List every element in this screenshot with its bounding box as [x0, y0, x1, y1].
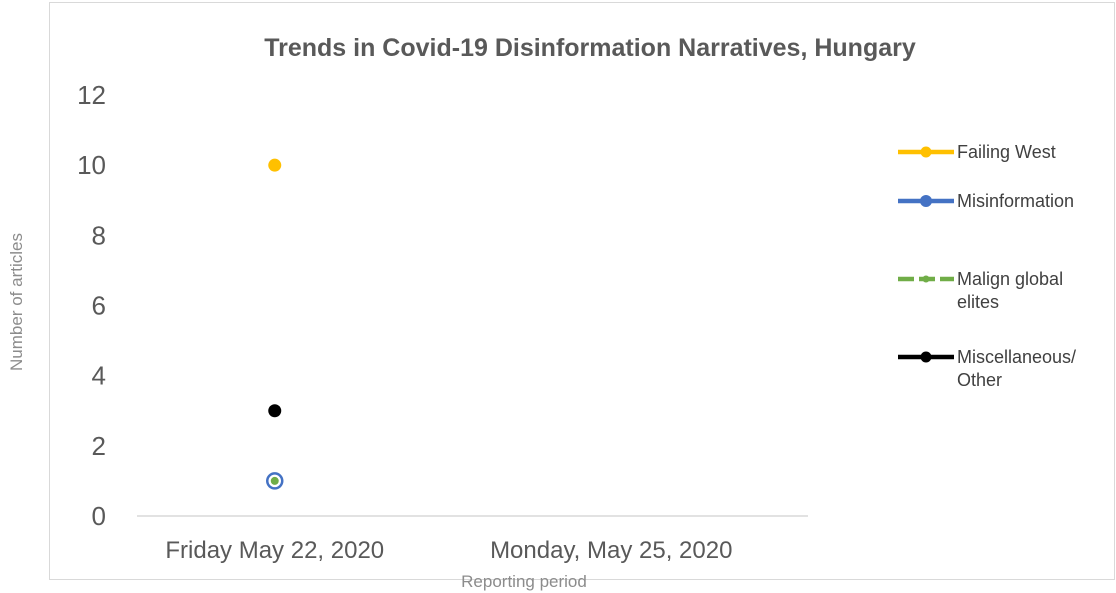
- legend-item: Miscellaneous/Other: [898, 347, 1076, 390]
- y-tick-labels: 0 2 4 6 8 10 12: [77, 80, 106, 531]
- y-tick-label: 8: [92, 220, 106, 250]
- x-axis-title: Reporting period: [461, 572, 587, 591]
- legend-marker: [920, 351, 932, 363]
- data-point: [268, 404, 282, 418]
- y-tick-label: 4: [92, 361, 106, 391]
- y-tick-label: 0: [92, 501, 106, 531]
- y-tick-label: 10: [77, 150, 106, 180]
- legend-item: Failing West: [898, 142, 1056, 162]
- y-tick-label: 12: [77, 80, 106, 110]
- data-points: [266, 158, 284, 490]
- chart-title: Trends in Covid-19 Disinformation Narrat…: [264, 34, 916, 62]
- y-axis-title-group: Number of articles: [7, 233, 26, 371]
- legend-label: Other: [957, 370, 1002, 390]
- legend: Failing West Misinformation Malign global e…: [898, 142, 1076, 390]
- legend-item: Misinformation: [898, 191, 1074, 211]
- legend-marker: [922, 275, 930, 283]
- legend-label: elites: [957, 292, 999, 312]
- legend-item: Malign global elites: [898, 269, 1063, 312]
- legend-label: Failing West: [957, 142, 1056, 162]
- data-point: [270, 476, 279, 485]
- legend-marker: [920, 195, 932, 207]
- y-axis-title: Number of articles: [7, 233, 26, 371]
- legend-label: Misinformation: [957, 191, 1074, 211]
- legend-marker: [920, 146, 932, 158]
- legend-label: Miscellaneous/: [957, 347, 1076, 367]
- y-tick-label: 6: [92, 291, 106, 321]
- legend-label: Malign global: [957, 269, 1063, 289]
- x-tick-labels: Friday May 22, 2020 Monday, May 25, 2020: [165, 537, 732, 564]
- data-point: [268, 158, 282, 172]
- x-tick-label: Monday, May 25, 2020: [490, 537, 732, 564]
- y-tick-label: 2: [92, 431, 106, 461]
- chart-frame: [49, 2, 1115, 580]
- x-tick-label: Friday May 22, 2020: [165, 537, 384, 564]
